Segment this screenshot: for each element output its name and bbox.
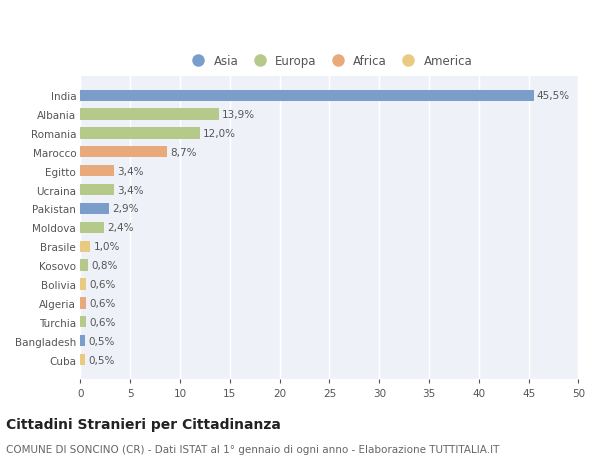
Bar: [80, 260, 88, 271]
Text: 45,5%: 45,5%: [536, 91, 570, 101]
Text: 0,5%: 0,5%: [88, 336, 115, 346]
Bar: [80, 147, 167, 158]
Text: 0,8%: 0,8%: [91, 261, 118, 270]
Bar: [80, 109, 219, 120]
Text: COMUNE DI SONCINO (CR) - Dati ISTAT al 1° gennaio di ogni anno - Elaborazione TU: COMUNE DI SONCINO (CR) - Dati ISTAT al 1…: [6, 444, 499, 454]
Bar: [80, 222, 104, 234]
Text: 12,0%: 12,0%: [203, 129, 236, 139]
Bar: [80, 166, 114, 177]
Bar: [80, 203, 109, 215]
Text: Cittadini Stranieri per Cittadinanza: Cittadini Stranieri per Cittadinanza: [6, 418, 281, 431]
Bar: [80, 128, 200, 139]
Text: 1,0%: 1,0%: [94, 242, 120, 252]
Bar: [80, 297, 86, 309]
Text: 2,4%: 2,4%: [107, 223, 134, 233]
Text: 13,9%: 13,9%: [222, 110, 255, 120]
Text: 0,6%: 0,6%: [89, 280, 116, 289]
Bar: [80, 241, 91, 252]
Bar: [80, 90, 533, 101]
Text: 3,4%: 3,4%: [117, 185, 144, 195]
Text: 0,6%: 0,6%: [89, 317, 116, 327]
Text: 0,5%: 0,5%: [88, 355, 115, 365]
Text: 0,6%: 0,6%: [89, 298, 116, 308]
Bar: [80, 185, 114, 196]
Bar: [80, 335, 85, 347]
Bar: [80, 279, 86, 290]
Bar: [80, 316, 86, 328]
Legend: Asia, Europa, Africa, America: Asia, Europa, Africa, America: [184, 52, 475, 70]
Bar: [80, 354, 85, 365]
Text: 2,9%: 2,9%: [112, 204, 139, 214]
Text: 3,4%: 3,4%: [117, 166, 144, 176]
Text: 8,7%: 8,7%: [170, 147, 197, 157]
